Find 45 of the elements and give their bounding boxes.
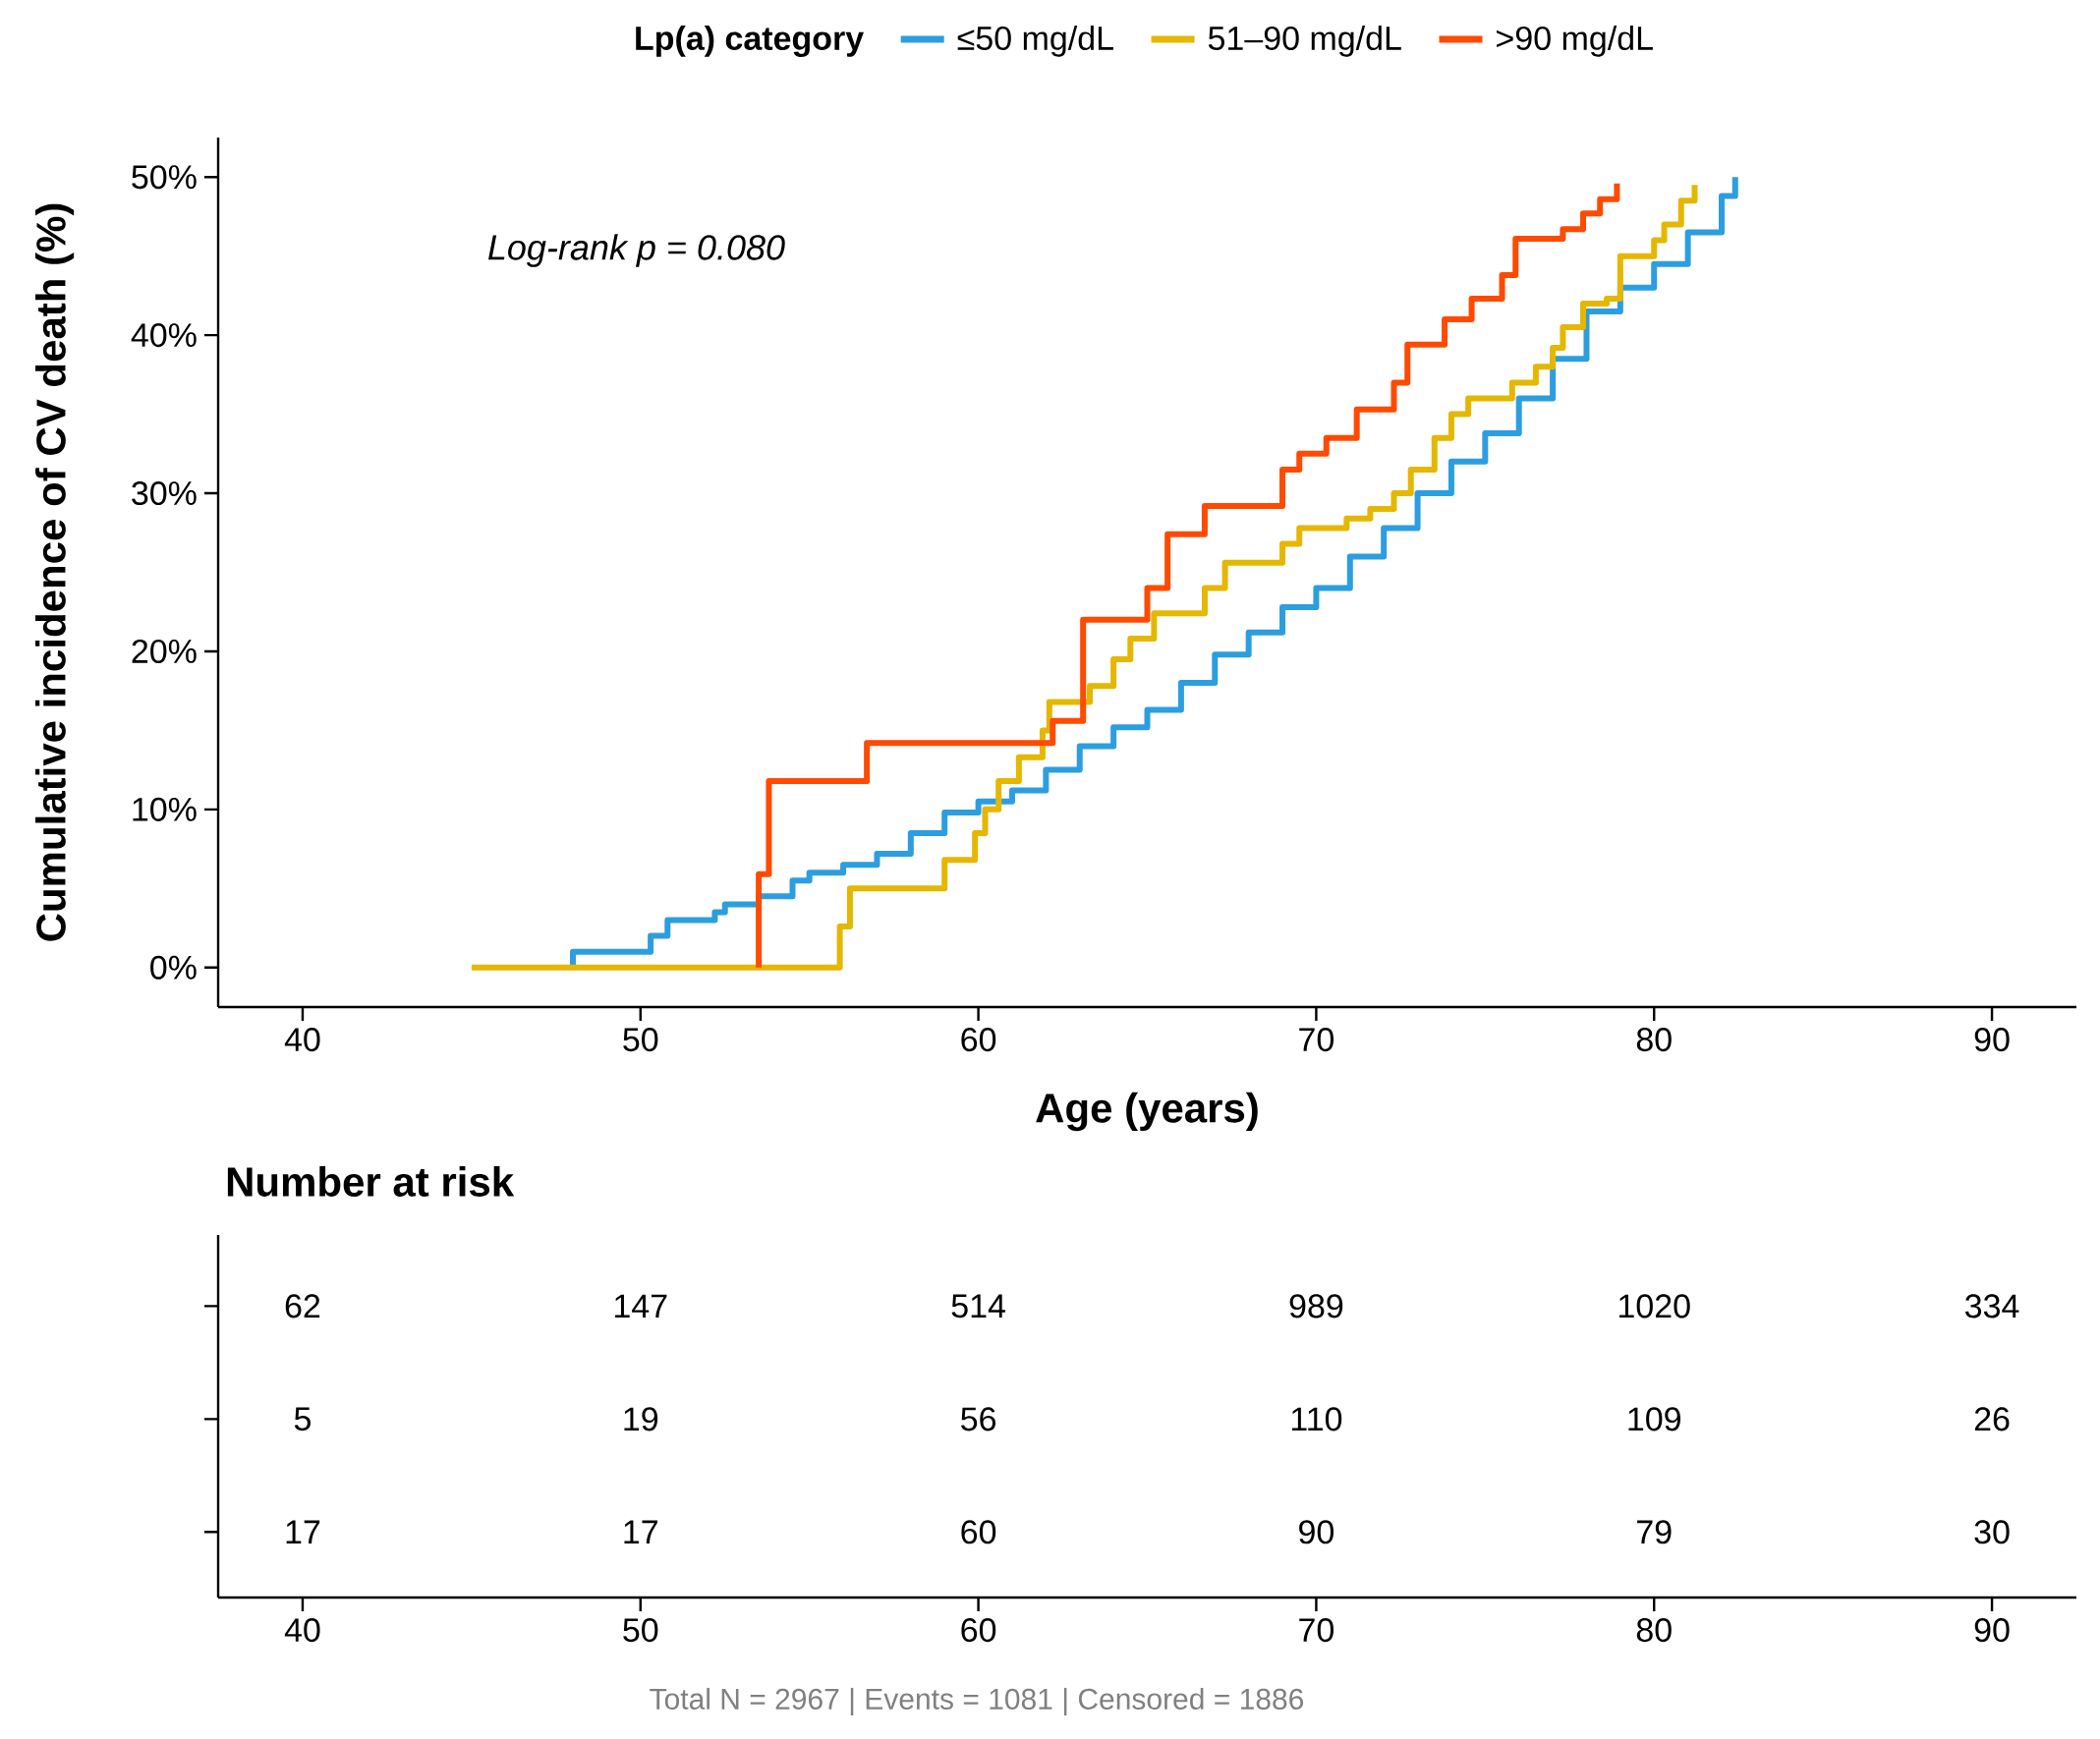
data-label: 56: [961, 1407, 995, 1431]
data-label: 90: [1299, 1520, 1334, 1544]
category-label: 80: [1636, 1618, 1672, 1643]
x-tick-label: 80: [1636, 1028, 1672, 1052]
category-label: 40: [284, 1618, 320, 1643]
data-label: 514: [951, 1294, 1005, 1318]
y-axis-title: Cumulative incidence of CV death (%): [35, 203, 75, 941]
category-label: 90: [1974, 1618, 2010, 1643]
text: Number at risk: [227, 1166, 515, 1197]
y-tick-label: 50%: [132, 165, 197, 190]
category-label: 70: [1299, 1618, 1334, 1643]
data-label: 334: [1964, 1294, 2019, 1318]
data-label: 989: [1289, 1294, 1343, 1318]
y-tick-label: 40%: [131, 323, 197, 348]
data-label: 110: [1291, 1407, 1342, 1431]
legend-label: 51–90 mg/dL: [1208, 26, 1401, 57]
text: Total N = 2967 | Events = 1081 | Censored = 1886: [650, 1687, 1304, 1716]
x-tick-label: 90: [1974, 1028, 2010, 1052]
y-tick-label: 30%: [132, 480, 197, 506]
x-tick-label: 40: [284, 1028, 320, 1052]
y-tick-label: 10%: [133, 797, 197, 821]
data-label: 19: [624, 1407, 658, 1431]
legend-label: ≤50 mg/dL: [957, 26, 1113, 57]
x-tick-label: 70: [1299, 1028, 1334, 1052]
x-axis-title: Age (years): [1036, 1092, 1258, 1132]
data-label: 62: [285, 1294, 320, 1318]
y-tick-label: 0%: [150, 955, 197, 980]
data-label: 1020: [1619, 1294, 1690, 1318]
data-label: 79: [1637, 1520, 1672, 1544]
data-label: 147: [615, 1294, 667, 1318]
y-tick-label: 20%: [132, 639, 197, 663]
legend-title: Lp(a) category: [636, 26, 864, 57]
data-label: 30: [1974, 1520, 2010, 1544]
data-label: 5: [294, 1407, 311, 1431]
annotation: Log-rank p = 0.080: [487, 234, 785, 267]
legend-label: >90 mg/dL: [1497, 26, 1653, 57]
category-label: 60: [961, 1520, 996, 1544]
data-label: 17: [624, 1520, 657, 1544]
data-label: 26: [1974, 1407, 2010, 1431]
x-tick-label: 50: [623, 1028, 658, 1052]
data-label: 109: [1628, 1407, 1680, 1431]
data-label: 60: [961, 1618, 996, 1643]
data-label: 17: [286, 1520, 320, 1544]
x-tick-label: 60: [961, 1028, 996, 1052]
category-label: 50: [623, 1618, 658, 1643]
